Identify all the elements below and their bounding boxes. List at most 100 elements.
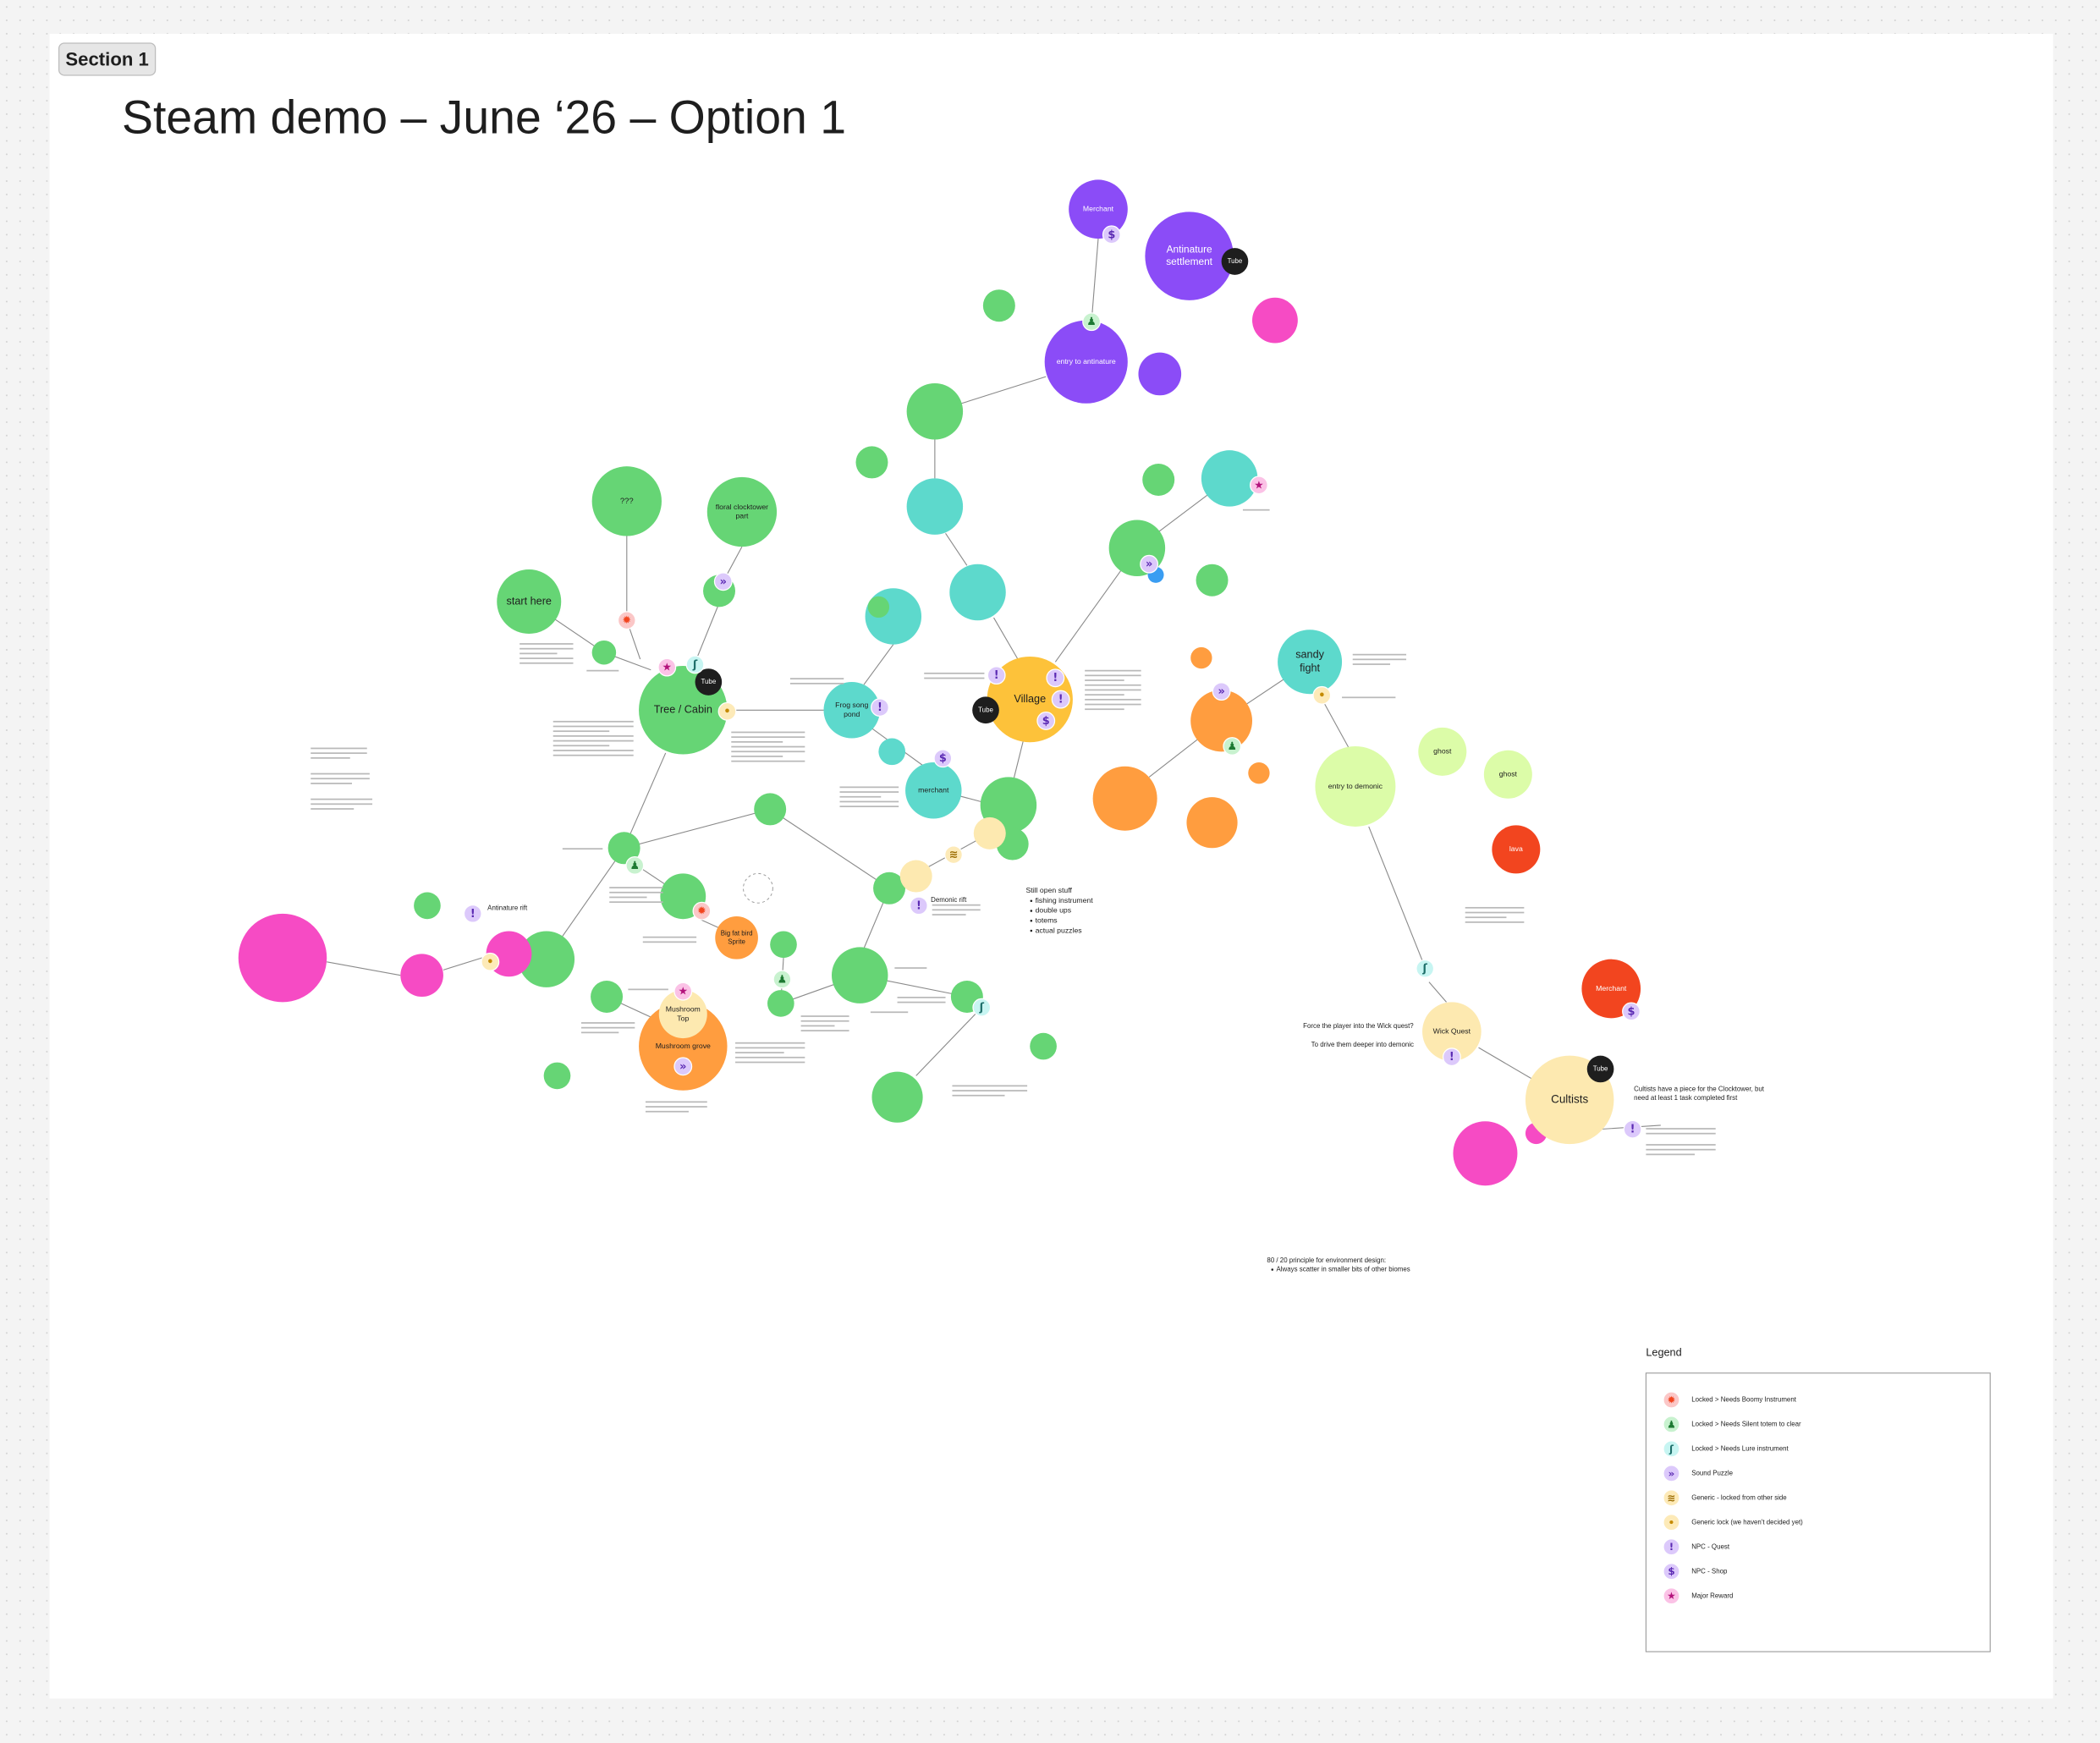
tag-label: Tube [1593,1065,1608,1073]
tiny-annotation [731,756,783,757]
node-label: Merchant [1596,984,1627,992]
tiny-annotation [520,647,574,650]
tiny-annotation [1646,1144,1716,1146]
map-node [1422,1002,1482,1061]
legend-label: Generic lock (we haven't decided yet) [1691,1518,1803,1526]
note-text: need at least 1 task completed first [1634,1094,1738,1102]
lock-icon: $ [1628,1005,1635,1018]
lock-badge [909,896,928,915]
tiny-annotation [609,891,663,893]
legend-box [1645,1372,1991,1652]
node-label: Village [1014,693,1046,705]
area [1190,646,1212,669]
note-text: Demonic rift [931,896,967,904]
node-label: Cultists [1551,1092,1588,1105]
tiny-annotation [311,752,367,755]
lock-icon: ʃ [692,658,698,671]
tiny-annotation [1085,674,1141,677]
area [1453,1121,1518,1186]
lock-badge [625,855,645,875]
lock-badge [1046,668,1065,688]
section-label-box[interactable] [58,42,157,76]
node-label: ghost [1499,770,1518,778]
tiny-annotation [628,988,668,991]
area [982,289,1015,322]
area [591,981,624,1013]
lock-icon: • [1668,1516,1675,1528]
note-item: Always scatter in smaller bits of other … [1277,1266,1410,1273]
tiny-annotation [897,997,946,998]
lock-icon: ★ [679,986,689,998]
lock-badge [1250,476,1268,495]
lock-icon: ♟ [1667,1418,1676,1430]
lock-badge [1223,737,1242,756]
area [400,954,443,998]
area [831,947,888,1003]
map-node [823,682,880,739]
node-label: settlement [1166,256,1212,267]
tiny-annotation [1352,653,1407,656]
node-label: pond [844,710,860,718]
lock-badge [1212,682,1231,701]
area [1092,766,1157,831]
legend-label: Major Reward [1691,1592,1733,1599]
lock-icon: ʃ [979,1002,985,1014]
connector [327,961,401,976]
map-node [1581,959,1641,1019]
area [899,860,932,893]
tiny-annotation [1352,658,1407,661]
lock-icon: » [1668,1467,1675,1479]
lock-icon: ♟ [1086,316,1097,328]
lock-icon: ♟ [630,860,640,872]
note-item: actual puzzles [1036,926,1083,934]
tiny-annotation [735,1052,784,1053]
lock-icon: ≋ [1668,1492,1676,1504]
connector [993,617,1019,660]
tiny-annotation [731,736,805,739]
tiny-annotation [731,751,805,753]
tiny-annotation [311,773,370,775]
tiny-annotation [731,740,783,743]
tag-badge [1586,1055,1614,1083]
tiny-annotation [839,795,882,798]
lock-icon: ! [1058,694,1064,707]
node-label: Sprite [728,937,745,945]
title: Steam demo – June ‘26 – Option 1 [122,91,846,143]
tiny-annotation [924,677,985,679]
tiny-annotation [789,678,844,680]
section-label[interactable]: Section 1 [65,48,149,69]
lock-badge [673,1057,693,1076]
lock-icon: ✹ [697,905,706,918]
lock-badge [1663,1514,1680,1531]
lock-icon: » [679,1060,686,1073]
lock-icon: ʃ [1422,963,1428,976]
lock-icon: » [720,575,727,588]
legend-label: Locked > Needs Silent totem to clear [1691,1421,1801,1428]
lock-badge [1663,1416,1680,1433]
map-node [1044,320,1128,404]
lock-badge [944,845,963,865]
tiny-annotation [552,750,634,751]
legend-label: Sound Puzzle [1691,1469,1733,1476]
tiny-annotation [839,791,899,793]
map-node [591,466,662,536]
area [1248,762,1270,784]
lock-icon: $ [1668,1565,1674,1577]
lock-badge [617,611,636,630]
tiny-annotation [609,887,663,888]
tiny-annotation [1646,1128,1716,1130]
tag-badge [972,696,999,724]
tiny-annotation [1085,694,1124,696]
note-text: Still open stuff [1026,886,1073,894]
lock-badge [1036,712,1056,730]
tiny-annotation [894,967,927,969]
tiny-annotation [580,1022,635,1024]
tiny-annotation [642,936,697,938]
node-label: entry to antinature [1057,357,1116,366]
tiny-annotation [645,1110,689,1113]
lock-badge [772,970,792,989]
lock-badge [1623,1119,1642,1139]
connector [443,955,487,970]
